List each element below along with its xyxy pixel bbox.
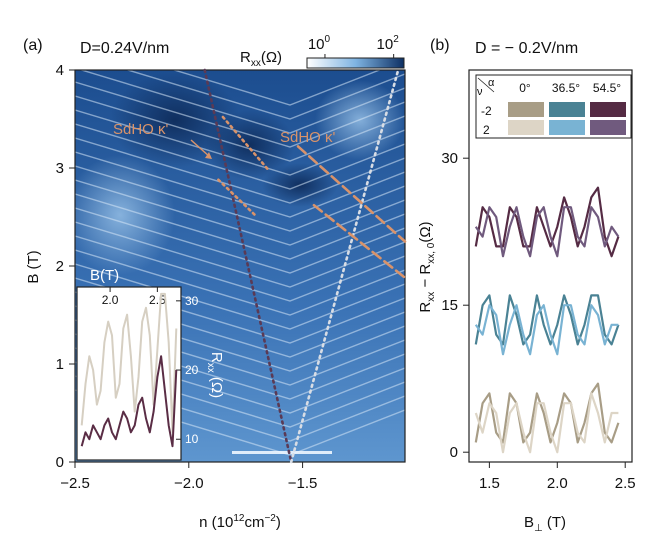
- legend-col-2: 54.5°: [593, 81, 621, 95]
- legend-header-nu: ν: [477, 86, 483, 98]
- legend-header-alpha: α: [488, 77, 495, 89]
- guide-line-5: [312, 203, 407, 280]
- colorbar-ticks: 100 102: [308, 34, 399, 58]
- x-tick-label: −1.5: [288, 475, 318, 492]
- legend-swatch: [549, 102, 585, 117]
- inset-y-tick-label: 20: [185, 363, 199, 377]
- y-tick-label: 1: [56, 356, 64, 373]
- x-tick-label: −2.5: [60, 475, 90, 492]
- legend-swatch: [590, 102, 626, 117]
- panel-a-x-ticks: −2.5 −2.0 −1.5: [60, 462, 317, 492]
- guide-lines: [203, 68, 407, 464]
- legend-col-0: 0°: [519, 81, 531, 95]
- fan-line: [171, 70, 382, 106]
- fan-line: [75, 137, 405, 204]
- inset-series-0: [80, 292, 178, 434]
- panel-a-xlabel: n (1012cm−2): [199, 513, 281, 531]
- annotation-arrow: [190, 139, 211, 158]
- panel-b-series-3: [474, 304, 619, 356]
- inset-x-tick-label: 2.5: [149, 293, 166, 307]
- y-tick-label: 3: [56, 160, 64, 177]
- fan-line: [75, 179, 405, 246]
- b-y-tick-label: 15: [441, 297, 458, 314]
- panel-a-ylabel: B (T): [25, 250, 42, 283]
- inset-series-1: [80, 355, 178, 448]
- panel-b-series-5: [474, 206, 620, 258]
- inset-y-tick-label: 30: [185, 294, 199, 308]
- annotation-sdho-right: SdHO κ': [280, 129, 336, 146]
- legend-row-1-label: 2: [483, 123, 490, 137]
- panel-a-y-ticks: 0 1 2 3 4: [56, 62, 75, 471]
- inset: B(T) Rxx (Ω) 2.0 2.5 10 20 30: [76, 267, 225, 461]
- inset-series: [80, 292, 178, 448]
- guide-line-0: [203, 68, 293, 464]
- panel-b: (b) D = − 0.2V/nm ν α 0° 36.5° 54.5° -2 …: [417, 37, 636, 534]
- inset-x-tick-label: 2.0: [102, 293, 119, 307]
- panel-b-x-ticks: 1.5 2.0 2.5: [479, 462, 636, 492]
- fan-line: [75, 221, 405, 288]
- fan-line: [75, 193, 405, 260]
- panel-b-frame: [468, 69, 633, 463]
- colorbar-tick-label: 100: [308, 34, 331, 53]
- b-x-tick-label: 2.5: [615, 475, 636, 492]
- legend-col-1: 36.5°: [552, 81, 580, 95]
- guide-line-4: [296, 145, 407, 243]
- fan-line: [75, 109, 405, 176]
- b-y-tick-label: 30: [441, 150, 458, 167]
- panel-b-series-1: [474, 392, 619, 454]
- legend-swatch: [508, 102, 544, 117]
- legend-swatch: [590, 120, 626, 135]
- fan-line: [75, 123, 405, 190]
- colorbar-tick-label: 102: [377, 34, 400, 53]
- fan-line: [125, 70, 405, 120]
- y-tick-label: 4: [56, 62, 64, 79]
- inset-right-ylabel: Rxx (Ω): [205, 352, 225, 398]
- y-tick-label: 2: [56, 258, 64, 275]
- fan-line: [75, 235, 405, 302]
- fan-line: [75, 81, 405, 148]
- panel-a-label: (a): [23, 37, 43, 54]
- panel-b-y-ticks: 0 15 30: [441, 150, 469, 461]
- guide-line-1: [289, 68, 400, 464]
- panel-b-series-4: [474, 186, 620, 258]
- y-tick-label: 0: [56, 454, 64, 471]
- panel-b-title: D = − 0.2V/nm: [475, 40, 578, 57]
- fan-line: [75, 165, 405, 232]
- panel-b-series: [474, 186, 620, 454]
- panel-a: (a) D=0.24V/nm Rxx(Ω) 100 102 SdHO κ' SdH…: [23, 34, 407, 531]
- panel-a-title: D=0.24V/nm: [80, 40, 169, 57]
- fan-line: [75, 249, 405, 316]
- inset-top-xlabel: B(T): [90, 267, 119, 284]
- fan-line: [79, 70, 405, 134]
- fan-line: [75, 263, 405, 330]
- x-tick-label: −2.0: [174, 475, 204, 492]
- b-y-tick-label: 0: [450, 444, 458, 461]
- legend-swatch: [508, 120, 544, 135]
- colorbar-label: Rxx(Ω): [240, 49, 282, 69]
- legend: ν α 0° 36.5° 54.5° -2 2: [475, 74, 632, 139]
- colorbar: [306, 57, 405, 69]
- b-x-tick-label: 1.5: [479, 475, 500, 492]
- inset-y-tick-label: 10: [185, 432, 199, 446]
- guide-line-2: [221, 115, 270, 172]
- panel-b-ylabel: Rxx − Rxx, 0(Ω): [417, 221, 437, 312]
- legend-swatches: [508, 102, 626, 135]
- panel-b-xlabel: B⊥ (T): [524, 514, 566, 534]
- legend-row-0-label: -2: [481, 104, 492, 118]
- annotation-sdho-left: SdHO κ': [113, 121, 169, 138]
- panel-b-label: (b): [430, 37, 450, 54]
- guide-line-3: [217, 178, 259, 219]
- fan-line: [75, 207, 405, 274]
- legend-swatch: [549, 120, 585, 135]
- fan-line: [75, 95, 405, 162]
- inset-ticks: 2.0 2.5 10 20 30: [102, 287, 199, 446]
- b-x-tick-label: 2.0: [547, 475, 568, 492]
